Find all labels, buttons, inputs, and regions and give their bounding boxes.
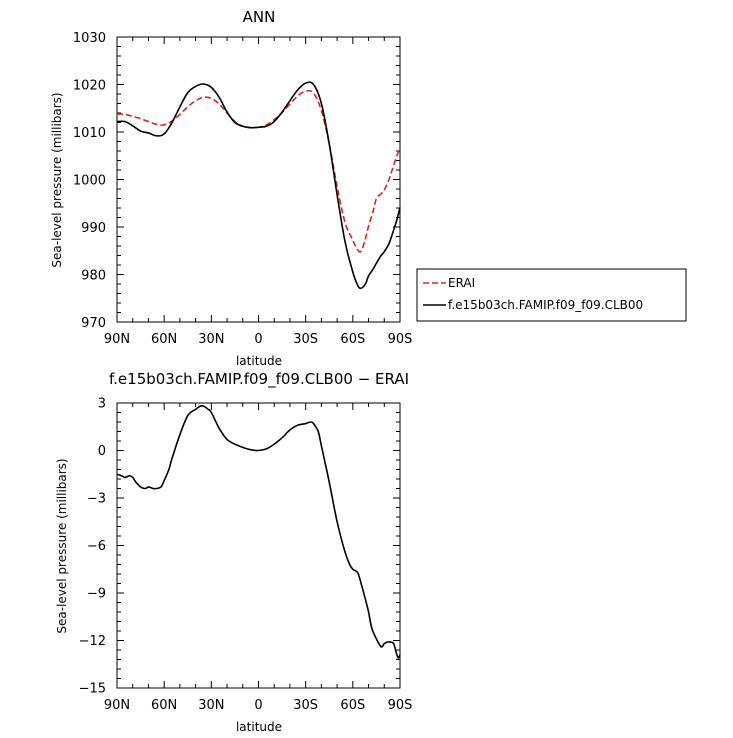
difference-series — [116, 404, 401, 659]
difference-y-tick-labels: 3 0 −3 −6 −9 −12 −15 — [79, 397, 106, 697]
y-tick-label: 990 — [81, 221, 106, 236]
ann-y-axis-label: Sea-level pressure (millibars) — [50, 92, 64, 267]
difference-x-axis-label: latitude — [236, 720, 282, 734]
difference-ticks — [116, 402, 401, 689]
ann-y-tick-labels: 970 980 990 1000 1010 1020 1030 — [73, 31, 106, 331]
ann-panel: ANN 90N 60N 30N 0 30S 60S 90S 970 980 99… — [50, 8, 687, 368]
x-tick-label: 0 — [254, 332, 262, 347]
ann-title: ANN — [243, 8, 276, 26]
ann-x-axis-label: latitude — [236, 354, 282, 368]
difference-panel: f.e15b03ch.FAMIP.f09_f09.CLB00 − ERAI 90… — [55, 370, 412, 734]
y-tick-label: −9 — [87, 587, 106, 602]
x-tick-label: 30S — [293, 698, 318, 713]
legend-box — [416, 268, 687, 322]
difference-title: f.e15b03ch.FAMIP.f09_f09.CLB00 − ERAI — [109, 370, 409, 389]
y-tick-label: 1000 — [73, 174, 106, 189]
legend-model-label: f.e15b03ch.FAMIP.f09_f09.CLB00 — [448, 298, 643, 312]
ann-series-line-1 — [116, 81, 401, 290]
x-tick-label: 30N — [198, 698, 224, 713]
y-tick-label: 3 — [98, 397, 106, 412]
x-tick-label: 60N — [151, 698, 177, 713]
x-tick-label: 0 — [254, 698, 262, 713]
y-tick-label: −6 — [87, 539, 106, 554]
y-tick-label: 1030 — [73, 31, 106, 46]
y-tick-label: 1010 — [73, 126, 106, 141]
ann-series — [116, 81, 401, 290]
x-tick-label: 60S — [340, 698, 365, 713]
ann-series-line-0 — [116, 89, 401, 253]
difference-y-axis-label: Sea-level pressure (millibars) — [55, 458, 69, 633]
ann-plot-frame — [116, 36, 401, 323]
y-tick-label: −3 — [87, 492, 106, 507]
x-tick-label: 60N — [151, 332, 177, 347]
x-tick-label: 30N — [198, 332, 224, 347]
difference-plot-frame — [116, 402, 401, 689]
y-tick-label: 980 — [81, 269, 106, 284]
ann-ticks — [116, 36, 401, 323]
x-tick-label: 90S — [388, 332, 413, 347]
x-tick-label: 30S — [293, 332, 318, 347]
y-tick-label: −12 — [79, 634, 106, 649]
ann-x-tick-labels: 90N 60N 30N 0 30S 60S 90S — [104, 332, 413, 347]
legend-erai-label: ERAI — [448, 276, 475, 290]
y-tick-label: 1020 — [73, 79, 106, 94]
difference-series-line-0 — [116, 404, 401, 659]
y-tick-label: 970 — [81, 316, 106, 331]
x-tick-label: 90S — [388, 698, 413, 713]
legend: ERAI f.e15b03ch.FAMIP.f09_f09.CLB00 — [416, 268, 687, 322]
difference-x-tick-labels: 90N 60N 30N 0 30S 60S 90S — [104, 698, 413, 713]
y-tick-label: −15 — [79, 682, 106, 697]
x-tick-label: 90N — [104, 698, 130, 713]
y-tick-label: 0 — [98, 444, 106, 459]
x-tick-label: 60S — [340, 332, 365, 347]
x-tick-label: 90N — [104, 332, 130, 347]
